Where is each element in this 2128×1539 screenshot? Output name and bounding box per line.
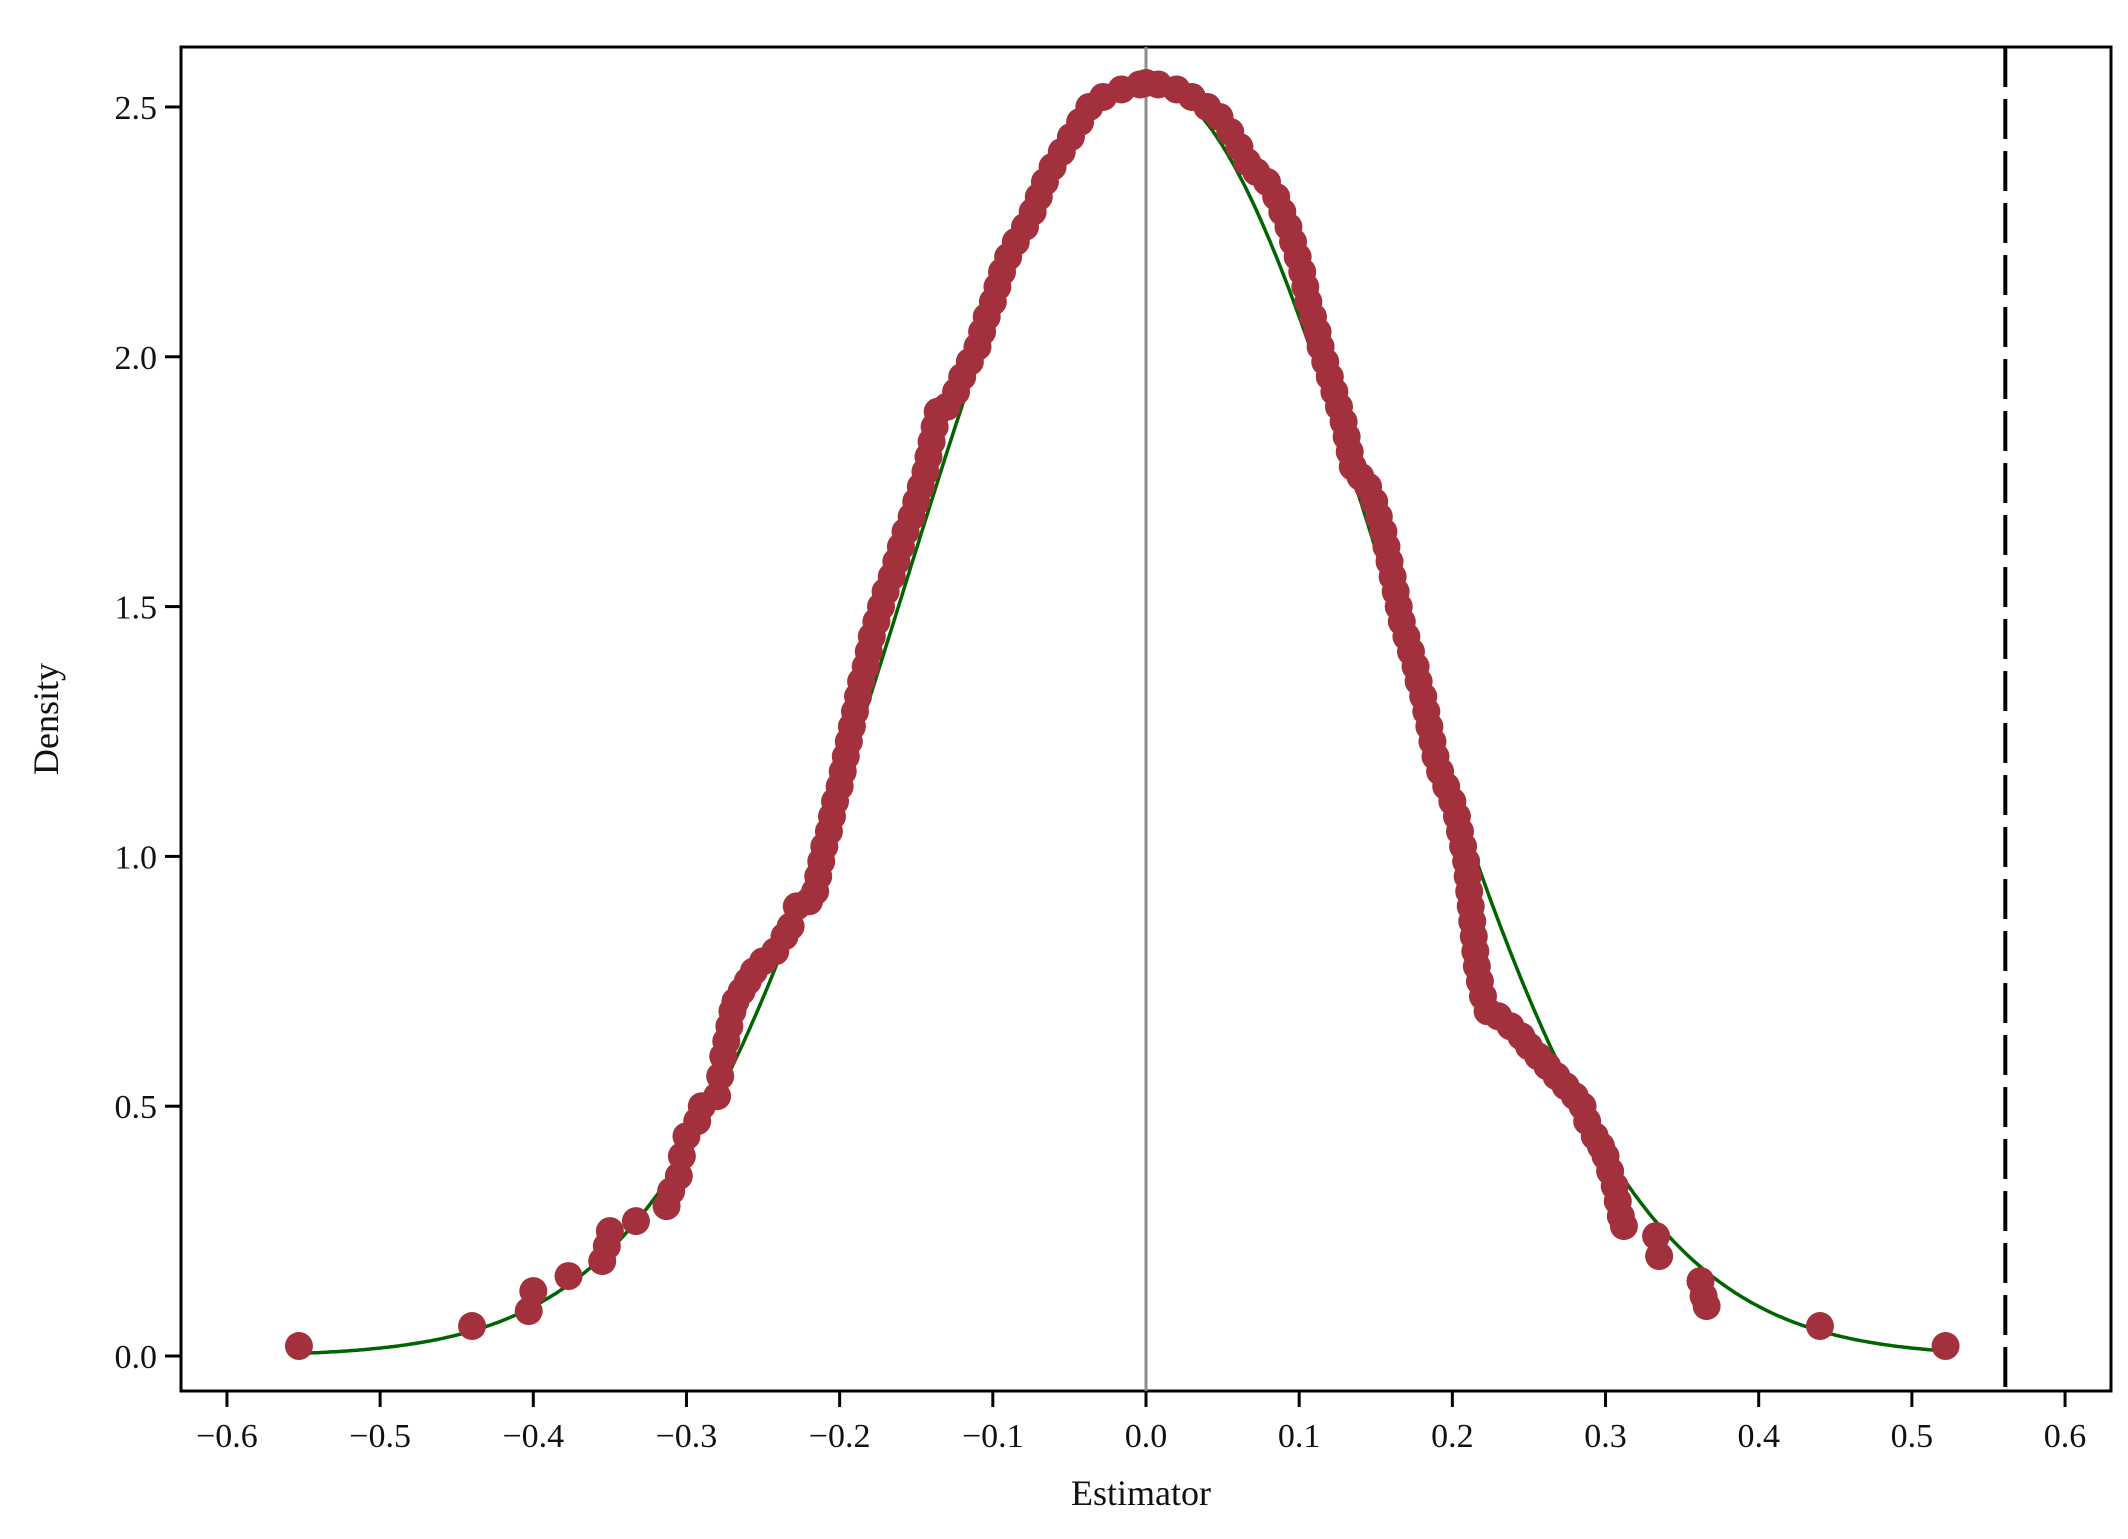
data-point <box>1931 1332 1960 1361</box>
data-point <box>1609 1212 1638 1241</box>
x-tick-label: −0.6 <box>196 1418 258 1455</box>
data-point <box>595 1217 624 1246</box>
x-axis-title: Estimator <box>1071 1473 1211 1513</box>
x-tick-label: −0.1 <box>962 1418 1024 1455</box>
y-axis: 0.0 0.5 1.0 1.5 2.0 2.5 <box>115 90 181 1376</box>
normal-density-curve <box>298 81 1945 1356</box>
x-tick-label: −0.2 <box>809 1418 871 1455</box>
data-point <box>458 1312 487 1341</box>
y-tick-label: 0.0 <box>115 1339 158 1376</box>
y-axis-title: Density <box>26 663 66 775</box>
x-tick-label: 0.0 <box>1125 1418 1168 1455</box>
data-points <box>284 68 1960 1361</box>
data-point <box>1645 1242 1674 1271</box>
x-tick-label: 0.1 <box>1278 1418 1321 1455</box>
x-tick-label: 0.2 <box>1431 1418 1474 1455</box>
x-tick-label: −0.5 <box>349 1418 411 1455</box>
data-point <box>1805 1312 1834 1341</box>
data-point <box>284 1332 313 1361</box>
x-tick-label: 0.6 <box>2044 1418 2087 1455</box>
data-point <box>554 1262 583 1291</box>
x-tick-label: 0.5 <box>1891 1418 1934 1455</box>
x-axis: −0.6 −0.5 −0.4 −0.3 −0.2 −0.1 0.0 0.1 0.2 0.3 0.4 0… <box>196 1391 2086 1455</box>
data-point <box>621 1207 650 1236</box>
y-tick-label: 0.5 <box>115 1089 158 1126</box>
data-point <box>519 1277 548 1306</box>
y-tick-label: 1.0 <box>115 839 158 876</box>
x-tick-label: −0.3 <box>656 1418 718 1455</box>
y-tick-label: 1.5 <box>115 590 158 627</box>
x-tick-label: −0.4 <box>502 1418 564 1455</box>
data-point <box>1692 1292 1721 1321</box>
y-tick-label: 2.0 <box>115 340 158 377</box>
y-tick-label: 2.5 <box>115 90 158 127</box>
x-tick-label: 0.3 <box>1584 1418 1627 1455</box>
x-tick-label: 0.4 <box>1737 1418 1780 1455</box>
